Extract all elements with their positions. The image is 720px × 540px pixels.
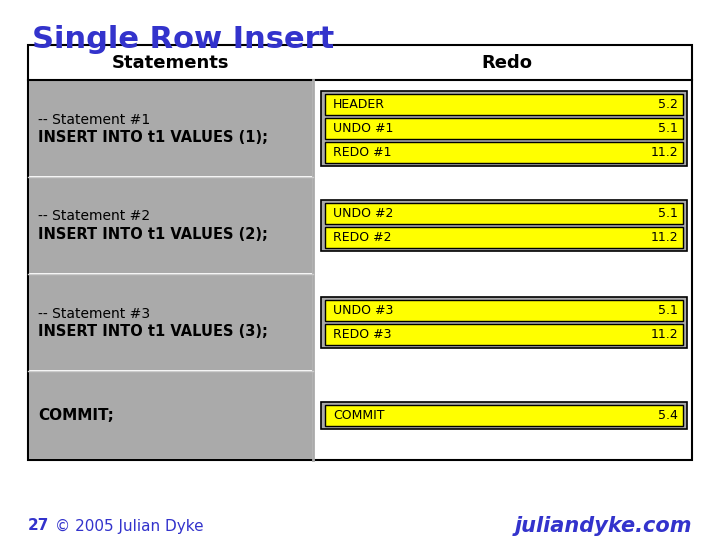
Text: 27: 27: [28, 518, 50, 534]
Text: juliandyke.com: juliandyke.com: [515, 516, 692, 536]
Text: 5.1: 5.1: [658, 304, 678, 317]
Text: HEADER: HEADER: [333, 98, 385, 111]
Text: 5.1: 5.1: [658, 207, 678, 220]
Text: REDO #3: REDO #3: [333, 328, 392, 341]
Text: Single Row Insert: Single Row Insert: [32, 25, 334, 54]
Bar: [325, 142, 683, 163]
Bar: [321, 91, 687, 166]
Bar: [29, 371, 312, 459]
Text: UNDO #3: UNDO #3: [333, 304, 393, 317]
Bar: [325, 405, 683, 426]
Bar: [325, 300, 683, 321]
Text: Redo: Redo: [482, 53, 533, 71]
Text: 11.2: 11.2: [650, 231, 678, 244]
Text: 5.2: 5.2: [658, 98, 678, 111]
Bar: [325, 118, 683, 139]
Text: -- Statement #2: -- Statement #2: [38, 210, 150, 224]
Text: INSERT INTO t1 VALUES (2);: INSERT INTO t1 VALUES (2);: [38, 227, 268, 242]
Bar: [29, 275, 312, 370]
Text: REDO #2: REDO #2: [333, 231, 392, 244]
Bar: [321, 200, 687, 251]
Text: Statements: Statements: [112, 53, 229, 71]
Text: UNDO #1: UNDO #1: [333, 122, 393, 135]
Bar: [325, 203, 683, 224]
Text: 11.2: 11.2: [650, 328, 678, 341]
Bar: [325, 94, 683, 115]
Text: 5.1: 5.1: [658, 122, 678, 135]
Text: REDO #1: REDO #1: [333, 146, 392, 159]
Text: -- Statement #1: -- Statement #1: [38, 112, 150, 126]
Bar: [325, 324, 683, 345]
Text: INSERT INTO t1 VALUES (1);: INSERT INTO t1 VALUES (1);: [38, 130, 268, 145]
Text: 5.4: 5.4: [658, 409, 678, 422]
Bar: [29, 178, 312, 273]
Bar: [321, 297, 687, 348]
Text: © 2005 Julian Dyke: © 2005 Julian Dyke: [55, 518, 204, 534]
Text: INSERT INTO t1 VALUES (3);: INSERT INTO t1 VALUES (3);: [38, 324, 268, 339]
Text: -- Statement #3: -- Statement #3: [38, 307, 150, 321]
Bar: [28, 45, 692, 460]
Text: 11.2: 11.2: [650, 146, 678, 159]
Bar: [325, 227, 683, 248]
Text: UNDO #2: UNDO #2: [333, 207, 393, 220]
Text: COMMIT: COMMIT: [333, 409, 384, 422]
Bar: [29, 81, 312, 176]
Bar: [321, 402, 687, 429]
Text: COMMIT;: COMMIT;: [38, 408, 114, 423]
